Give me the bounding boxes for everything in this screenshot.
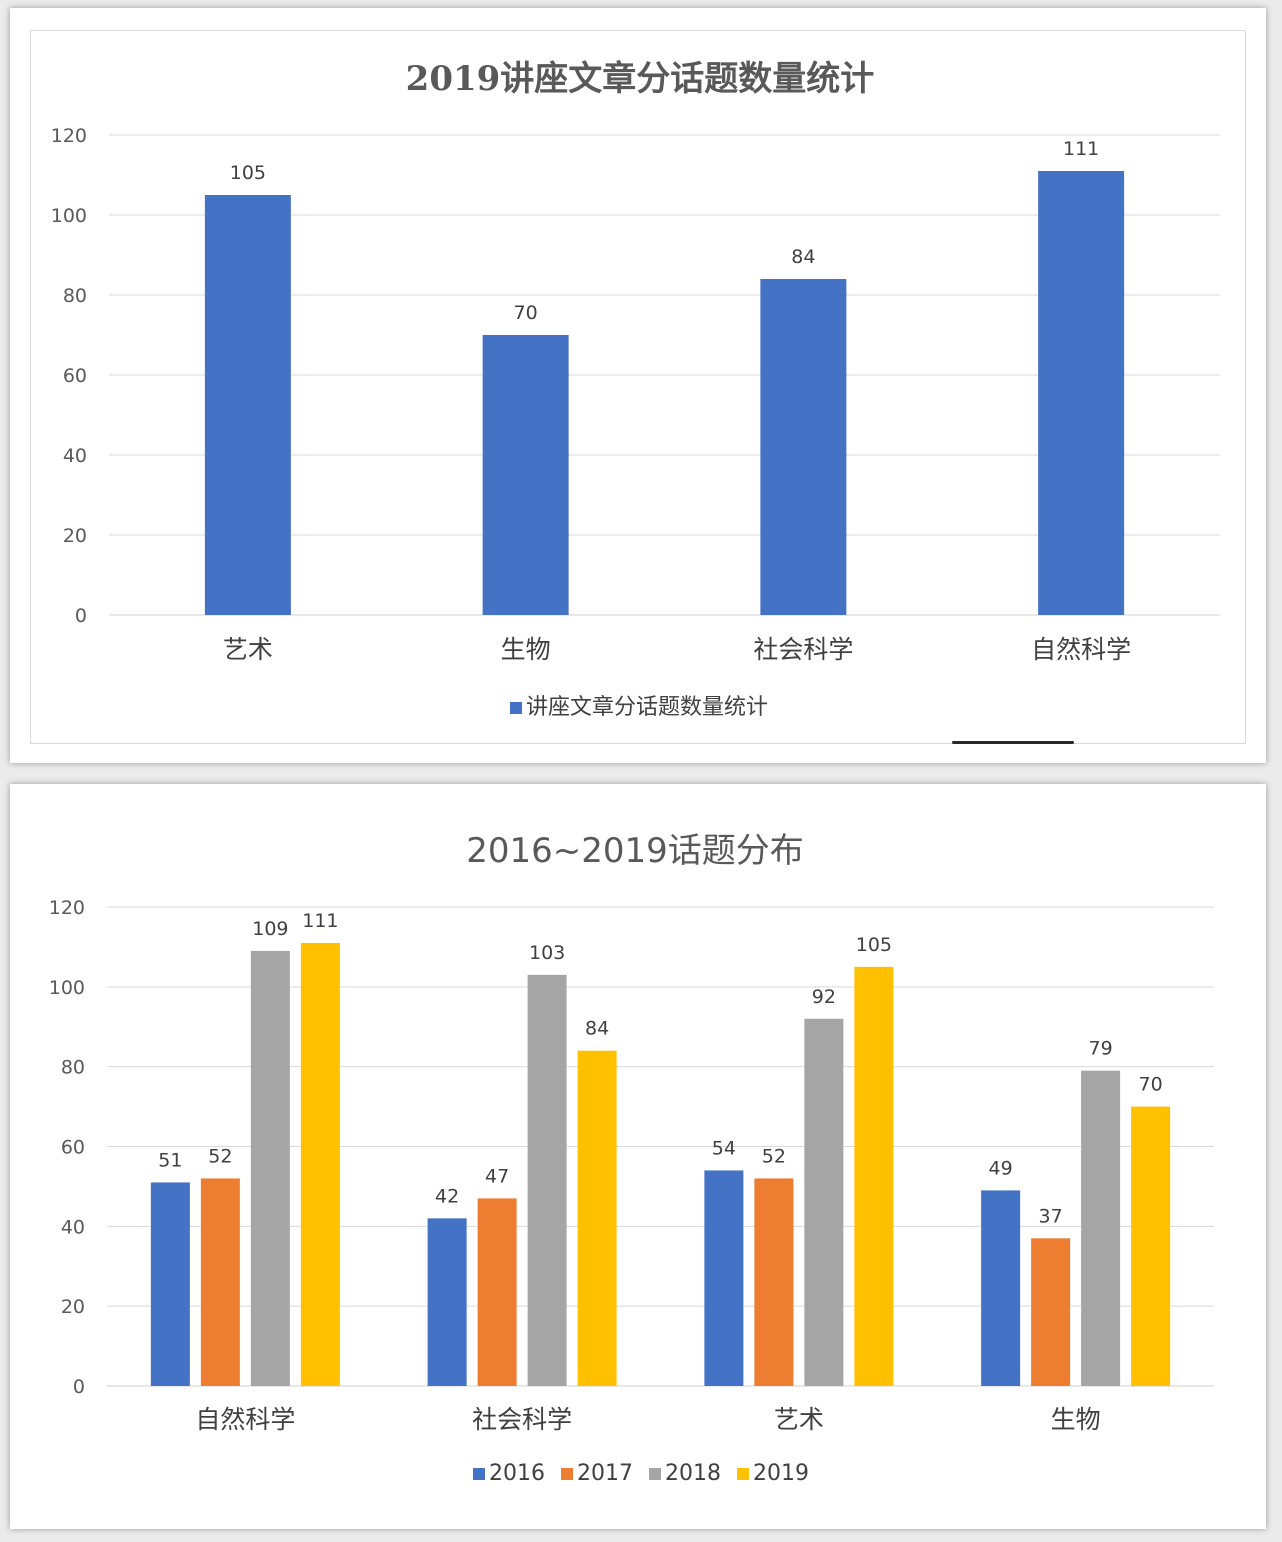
- bar: [1038, 171, 1125, 615]
- legend-swatch: [473, 1468, 485, 1480]
- bar: [981, 1190, 1021, 1386]
- data-label: 105: [856, 934, 892, 956]
- legend-label: 2019: [753, 1461, 809, 1486]
- y-tick-label: 0: [73, 1376, 85, 1398]
- data-label: 70: [514, 302, 538, 324]
- y-tick-label: 0: [75, 605, 87, 627]
- data-label: 84: [791, 246, 815, 268]
- bar: [760, 279, 847, 615]
- bar: [477, 1198, 517, 1386]
- chart-title: 2016~2019话题分布: [466, 831, 804, 871]
- legend-label: 2016: [489, 1461, 545, 1486]
- bar: [1131, 1106, 1171, 1386]
- y-tick-label: 40: [63, 445, 87, 467]
- data-label: 111: [302, 910, 338, 932]
- data-label: 52: [762, 1145, 786, 1167]
- data-label: 70: [1139, 1074, 1163, 1096]
- y-tick-label: 80: [63, 285, 87, 307]
- chart-title: 2019讲座文章分话题数量统计: [406, 59, 875, 99]
- y-tick-label: 40: [61, 1216, 85, 1238]
- y-tick-label: 120: [49, 897, 85, 919]
- y-tick-label: 80: [61, 1057, 85, 1079]
- data-label: 51: [158, 1149, 182, 1171]
- category-label: 社会科学: [472, 1405, 572, 1434]
- chart-panel-2: 2016~2019话题分布 0 20 40 60 80 100 120 51 52 109 111 自然…: [10, 784, 1266, 1529]
- chart-frame: [30, 30, 1246, 744]
- legend-label: 讲座文章分话题数量统计: [526, 695, 768, 720]
- data-label: 37: [1039, 1205, 1063, 1227]
- chart-panel-1: 2019讲座文章分话题数量统计 0 20 40 60 80 100 120 105 艺术 70 生物 8…: [10, 8, 1266, 763]
- y-tick-label: 60: [61, 1137, 85, 1159]
- y-tick-label: 100: [49, 977, 85, 999]
- y-tick-label: 100: [51, 205, 87, 227]
- data-label: 42: [435, 1185, 459, 1207]
- bar-chart-2019: 2019讲座文章分话题数量统计 0 20 40 60 80 100 120 105 艺术 70 生物 8…: [51, 59, 1220, 720]
- data-label: 54: [712, 1137, 736, 1159]
- category-label: 艺术: [774, 1405, 824, 1434]
- data-label: 49: [989, 1157, 1013, 1179]
- category-label: 生物: [1051, 1405, 1101, 1434]
- bar: [482, 335, 569, 615]
- bar: [527, 974, 567, 1386]
- y-tick-label: 60: [63, 365, 87, 387]
- legend-label: 2018: [665, 1461, 721, 1486]
- bar: [854, 966, 894, 1386]
- legend-swatch: [510, 702, 522, 714]
- bar: [204, 195, 291, 615]
- bar: [754, 1178, 794, 1386]
- legend-swatch: [737, 1468, 749, 1480]
- bar: [150, 1182, 190, 1386]
- bar: [427, 1218, 467, 1386]
- bar: [300, 942, 340, 1386]
- data-label: 84: [585, 1018, 609, 1040]
- legend-swatch: [561, 1468, 573, 1480]
- data-label: 92: [812, 986, 836, 1008]
- data-label: 47: [485, 1165, 509, 1187]
- bar: [577, 1050, 617, 1386]
- category-label: 艺术: [223, 635, 273, 664]
- legend-label: 2017: [577, 1461, 633, 1486]
- decorative-mark: [952, 741, 1074, 744]
- bar: [1031, 1238, 1071, 1386]
- y-tick-label: 20: [63, 525, 87, 547]
- data-label: 109: [252, 918, 288, 940]
- bar: [704, 1170, 744, 1386]
- category-label: 社会科学: [753, 635, 853, 664]
- y-tick-label: 120: [51, 125, 87, 147]
- grouped-bar-chart-2016-2019: 2016~2019话题分布 0 20 40 60 80 100 120 51 52 109 111 自然…: [49, 831, 1214, 1486]
- data-label: 105: [230, 162, 266, 184]
- category-label: 生物: [501, 635, 551, 664]
- bar: [250, 950, 290, 1386]
- legend-swatch: [649, 1468, 661, 1480]
- y-tick-label: 20: [61, 1296, 85, 1318]
- data-label: 52: [208, 1145, 232, 1167]
- data-label: 103: [529, 942, 565, 964]
- data-label: 79: [1089, 1038, 1113, 1060]
- category-label: 自然科学: [1031, 635, 1131, 664]
- data-label: 111: [1063, 138, 1099, 160]
- bar: [1081, 1070, 1121, 1386]
- bar: [804, 1018, 844, 1386]
- category-label: 自然科学: [195, 1405, 295, 1434]
- bar: [200, 1178, 240, 1386]
